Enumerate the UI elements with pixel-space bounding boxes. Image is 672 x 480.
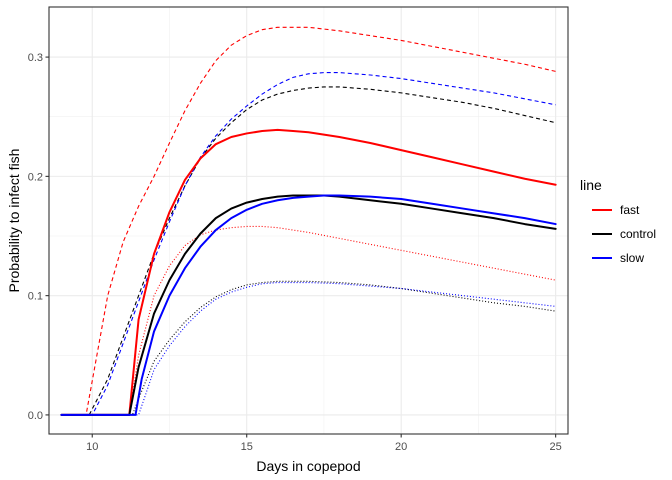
legend-label-fast: fast — [620, 203, 640, 217]
x-tick-label: 20 — [395, 441, 407, 453]
x-axis-title: Days in copepod — [256, 458, 360, 474]
series-line-control — [60, 194, 557, 416]
plot-panel-border — [48, 6, 569, 435]
series-line-slow — [60, 194, 557, 416]
series-line-fast — [60, 128, 557, 416]
tick-labels: 10 15 20 25 0.0 0.1 0.2 0.3 — [28, 52, 562, 453]
x-tick-label: 15 — [241, 441, 253, 453]
series-line-slow-upper — [61, 72, 556, 416]
legend: line fast control slow — [580, 177, 656, 265]
y-tick-label: 0.3 — [28, 52, 43, 64]
series-line-slow-lower — [61, 281, 556, 416]
x-tick-label: 25 — [550, 441, 562, 453]
legend-title: line — [580, 177, 602, 193]
legend-label-slow: slow — [620, 251, 644, 265]
gridlines — [49, 7, 568, 434]
series-line-fast-upper — [61, 26, 556, 416]
series-line-control-lower — [61, 280, 556, 416]
y-tick-label: 0.1 — [28, 291, 43, 303]
y-tick-label: 0.2 — [28, 171, 43, 183]
y-axis-title: Probability to infect fish — [6, 149, 22, 293]
axis-ticks — [45, 56, 557, 438]
plot-lines — [60, 26, 557, 416]
x-tick-label: 10 — [86, 441, 98, 453]
y-tick-label: 0.0 — [28, 410, 43, 422]
legend-label-control: control — [620, 227, 656, 241]
series-line-control-upper — [61, 86, 556, 416]
